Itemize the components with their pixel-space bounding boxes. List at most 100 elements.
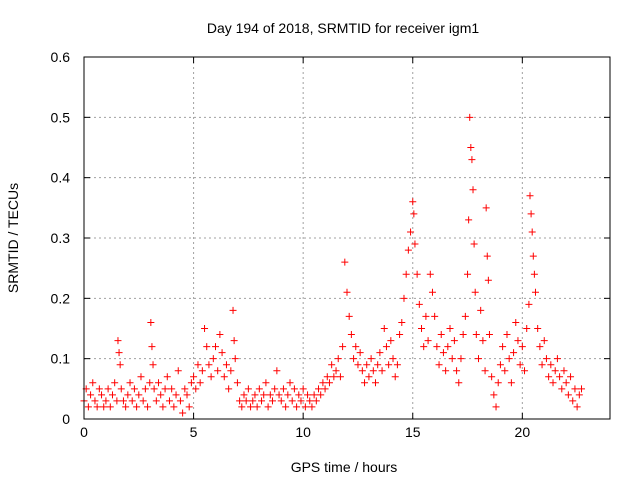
data-point <box>396 331 404 339</box>
data-point <box>512 318 520 326</box>
data-point <box>422 312 430 320</box>
data-point <box>446 325 454 332</box>
data-point <box>262 379 270 387</box>
data-point <box>369 367 377 375</box>
data-point <box>201 325 209 332</box>
data-point <box>571 385 579 393</box>
data-point <box>251 391 259 399</box>
data-point <box>350 355 358 363</box>
data-point <box>479 337 487 345</box>
data-point <box>521 367 529 375</box>
data-point <box>428 288 436 296</box>
data-point <box>534 325 542 332</box>
data-point <box>481 367 489 375</box>
data-point <box>507 379 515 387</box>
data-point <box>323 373 331 381</box>
data-point <box>470 240 478 248</box>
y-tick-label: 0.1 <box>51 351 71 367</box>
data-point <box>332 367 340 375</box>
data-point <box>363 361 371 369</box>
data-point <box>385 361 393 369</box>
data-point <box>573 403 581 411</box>
data-point <box>490 391 498 399</box>
data-point <box>100 403 108 411</box>
data-point <box>556 373 564 381</box>
data-point <box>242 397 250 405</box>
data-point <box>299 385 307 393</box>
data-point <box>196 379 204 387</box>
data-point <box>113 397 121 405</box>
data-point <box>149 361 157 369</box>
data-point <box>255 385 263 393</box>
data-point <box>492 403 500 411</box>
data-point <box>391 373 399 381</box>
data-point <box>214 367 222 375</box>
y-tick-label: 0.5 <box>51 109 71 125</box>
data-point <box>336 373 344 381</box>
data-point <box>135 391 143 399</box>
data-point <box>389 355 397 363</box>
data-point <box>286 379 294 387</box>
data-point <box>161 385 169 393</box>
data-point <box>334 355 342 363</box>
y-tick-label: 0.4 <box>51 170 71 186</box>
data-point <box>538 361 546 369</box>
data-point <box>485 331 493 339</box>
data-point <box>198 367 206 375</box>
data-point <box>483 252 491 260</box>
data-point <box>527 210 535 218</box>
data-point <box>424 337 432 345</box>
grid <box>84 57 610 419</box>
data-point <box>279 385 287 393</box>
data-point <box>488 373 496 381</box>
data-point <box>273 367 281 375</box>
data-point <box>146 379 154 387</box>
data-point <box>185 403 193 411</box>
data-point <box>496 361 504 369</box>
data-point <box>562 379 570 387</box>
data-point <box>553 355 561 363</box>
data-point <box>230 337 238 345</box>
plot-frame <box>83 56 611 420</box>
data-point <box>542 355 550 363</box>
data-point <box>155 379 163 387</box>
data-point <box>165 397 173 405</box>
y-tick-label: 0.6 <box>51 49 71 65</box>
data-point <box>410 210 418 218</box>
data-point <box>575 391 583 399</box>
data-point <box>343 288 351 296</box>
data-point <box>433 343 441 351</box>
data-point <box>288 397 296 405</box>
data-point <box>124 391 132 399</box>
data-point <box>531 288 539 296</box>
data-point <box>87 391 95 399</box>
data-point <box>306 397 314 405</box>
data-point <box>499 343 507 351</box>
data-point <box>106 403 114 411</box>
data-point <box>98 391 106 399</box>
data-point <box>95 385 103 393</box>
data-point <box>464 270 472 278</box>
data-point <box>277 397 285 405</box>
data-point <box>530 270 538 278</box>
data-point <box>545 373 553 381</box>
data-point <box>207 373 215 381</box>
data-point <box>418 325 426 332</box>
data-point <box>482 204 490 212</box>
data-point <box>137 373 145 381</box>
data-point <box>194 361 202 369</box>
data-point <box>380 325 388 332</box>
y-tick-label: 0.3 <box>51 230 71 246</box>
data-point <box>468 156 476 164</box>
data-point <box>354 361 362 369</box>
data-point <box>115 349 123 357</box>
data-point <box>104 385 112 393</box>
data-point <box>108 391 116 399</box>
data-point <box>526 192 534 200</box>
data-point <box>225 385 233 393</box>
data-point <box>304 391 312 399</box>
data-point <box>404 246 412 254</box>
x-tick-label: 0 <box>80 424 88 440</box>
data-point <box>282 403 290 411</box>
